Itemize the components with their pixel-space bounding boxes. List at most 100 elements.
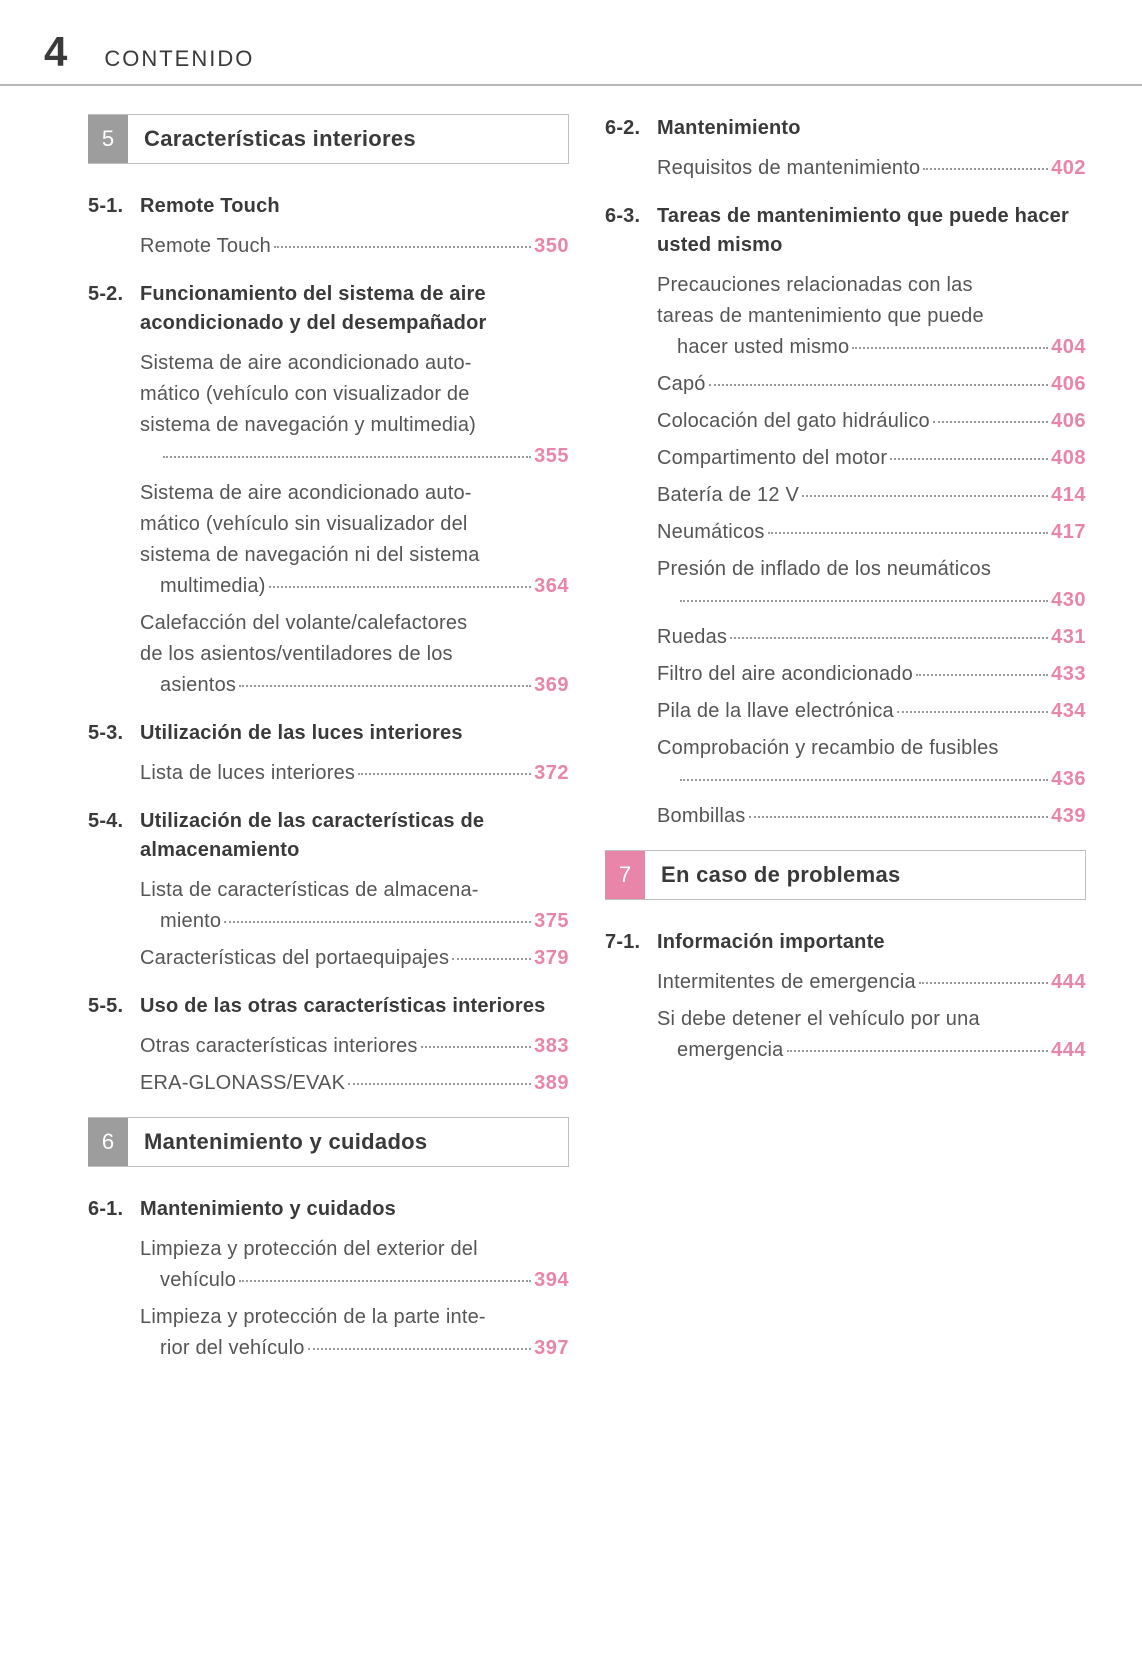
entry-text: asientos: [160, 670, 236, 701]
entry-last-line: 430: [657, 585, 1086, 616]
page-reference[interactable]: 414: [1051, 480, 1086, 511]
page-reference[interactable]: 394: [534, 1265, 569, 1296]
toc-entry: Calefacción del volante/calefactoresde l…: [140, 608, 569, 701]
leader-dots: [730, 637, 1048, 639]
page-reference[interactable]: 436: [1051, 764, 1086, 795]
subsection-number: 5-3.: [88, 719, 140, 748]
section-number-box: 5: [88, 115, 128, 163]
entry-text: Intermitentes de emergencia: [657, 967, 916, 998]
subsection: 5-5.Uso de las otras características int…: [88, 992, 569, 1099]
leader-dots: [358, 773, 531, 775]
entry-last-line: Capó 406: [657, 369, 1086, 400]
subsection: 6-3.Tareas de mantenimiento que puede ha…: [605, 202, 1086, 832]
page: 4 CONTENIDO 5Características interiores5…: [0, 0, 1142, 1382]
toc-entry: ERA-GLONASS/EVAK389: [140, 1068, 569, 1099]
entry-text-line: Sistema de aire acondicionado auto-: [140, 478, 569, 509]
toc-entry: Intermitentes de emergencia 444: [657, 967, 1086, 998]
page-reference[interactable]: 439: [1051, 801, 1086, 832]
subsection: 7-1.Información importanteIntermitentes …: [605, 928, 1086, 1066]
entry-text: Colocación del gato hidráulico: [657, 406, 930, 437]
leader-dots: [680, 779, 1048, 781]
page-reference[interactable]: 350: [534, 231, 569, 262]
leader-dots: [421, 1046, 532, 1048]
entry-text: Pila de la llave electrónica: [657, 696, 894, 727]
toc-entry: Limpieza y protección del exterior delve…: [140, 1234, 569, 1296]
page-reference[interactable]: 417: [1051, 517, 1086, 548]
toc-entry: Bombillas 439: [657, 801, 1086, 832]
toc-entry: Requisitos de mantenimiento402: [657, 153, 1086, 184]
page-reference[interactable]: 383: [534, 1031, 569, 1062]
header-title: CONTENIDO: [104, 46, 254, 72]
entry-last-line: miento375: [140, 906, 569, 937]
leader-dots: [680, 600, 1048, 602]
entry-last-line: vehículo394: [140, 1265, 569, 1296]
toc-entry: Si debe detener el vehículo por unaemerg…: [657, 1004, 1086, 1066]
entry-last-line: Bombillas 439: [657, 801, 1086, 832]
entry-text: Capó: [657, 369, 706, 400]
leader-dots: [852, 347, 1048, 349]
toc-entry: Ruedas 431: [657, 622, 1086, 653]
entry-last-line: Compartimento del motor408: [657, 443, 1086, 474]
toc-entry: Capó 406: [657, 369, 1086, 400]
page-reference[interactable]: 402: [1051, 153, 1086, 184]
leader-dots: [348, 1083, 531, 1085]
leader-dots: [163, 456, 531, 458]
toc-entry: Remote Touch350: [140, 231, 569, 262]
subsection: 5-4.Utilización de las características d…: [88, 807, 569, 974]
page-reference[interactable]: 406: [1051, 406, 1086, 437]
subsection-title: Mantenimiento y cuidados: [140, 1195, 569, 1224]
leader-dots: [933, 421, 1048, 423]
section-title: En caso de problemas: [645, 851, 1085, 899]
page-reference[interactable]: 404: [1051, 332, 1086, 363]
entry-text: multimedia): [160, 571, 266, 602]
toc-entry: Neumáticos417: [657, 517, 1086, 548]
leader-dots: [239, 1280, 531, 1282]
page-reference[interactable]: 364: [534, 571, 569, 602]
page-reference[interactable]: 372: [534, 758, 569, 789]
page-reference[interactable]: 369: [534, 670, 569, 701]
page-reference[interactable]: 406: [1051, 369, 1086, 400]
subsection-number: 5-4.: [88, 807, 140, 836]
subsection-header: 5-1.Remote Touch: [88, 192, 569, 221]
entry-text: Características del portaequipajes: [140, 943, 449, 974]
entry-text-line: de los asientos/ventiladores de los: [140, 639, 569, 670]
entry-text: Filtro del aire acondicionado: [657, 659, 913, 690]
leader-dots: [239, 685, 531, 687]
entry-text-line: sistema de navegación ni del sistema: [140, 540, 569, 571]
entry-text-line: Presión de inflado de los neumáticos: [657, 554, 1086, 585]
entries-list: Limpieza y protección del exterior delve…: [88, 1234, 569, 1364]
page-reference[interactable]: 434: [1051, 696, 1086, 727]
leader-dots: [452, 958, 531, 960]
page-reference[interactable]: 444: [1051, 967, 1086, 998]
entry-last-line: Remote Touch350: [140, 231, 569, 262]
toc-entry: Sistema de aire acondicionado auto-mátic…: [140, 478, 569, 602]
entries-list: Requisitos de mantenimiento402: [605, 153, 1086, 184]
page-reference[interactable]: 379: [534, 943, 569, 974]
entry-text: Bombillas: [657, 801, 746, 832]
toc-entry: Colocación del gato hidráulico 406: [657, 406, 1086, 437]
entry-last-line: Ruedas 431: [657, 622, 1086, 653]
page-reference[interactable]: 375: [534, 906, 569, 937]
page-reference[interactable]: 389: [534, 1068, 569, 1099]
entries-list: Lista de luces interiores372: [88, 758, 569, 789]
page-number: 4: [44, 28, 68, 76]
page-reference[interactable]: 408: [1051, 443, 1086, 474]
toc-entry: Lista de luces interiores372: [140, 758, 569, 789]
subsection-title: Tareas de mantenimiento que puede hacer …: [657, 202, 1086, 260]
subsection-number: 5-1.: [88, 192, 140, 221]
subsection-header: 6-1.Mantenimiento y cuidados: [88, 1195, 569, 1224]
page-reference[interactable]: 430: [1051, 585, 1086, 616]
leader-dots: [916, 674, 1048, 676]
entry-last-line: rior del vehículo397: [140, 1333, 569, 1364]
page-reference[interactable]: 355: [534, 441, 569, 472]
page-reference[interactable]: 433: [1051, 659, 1086, 690]
entries-list: Intermitentes de emergencia444Si debe de…: [605, 967, 1086, 1066]
toc-entry: Sistema de aire acondicionado auto-mátic…: [140, 348, 569, 472]
page-reference[interactable]: 431: [1051, 622, 1086, 653]
entry-last-line: emergencia444: [657, 1035, 1086, 1066]
entry-text: Ruedas: [657, 622, 727, 653]
page-reference[interactable]: 397: [534, 1333, 569, 1364]
subsection-header: 5-2.Funcionamiento del sistema de aire a…: [88, 280, 569, 338]
page-reference[interactable]: 444: [1051, 1035, 1086, 1066]
entry-last-line: Requisitos de mantenimiento402: [657, 153, 1086, 184]
